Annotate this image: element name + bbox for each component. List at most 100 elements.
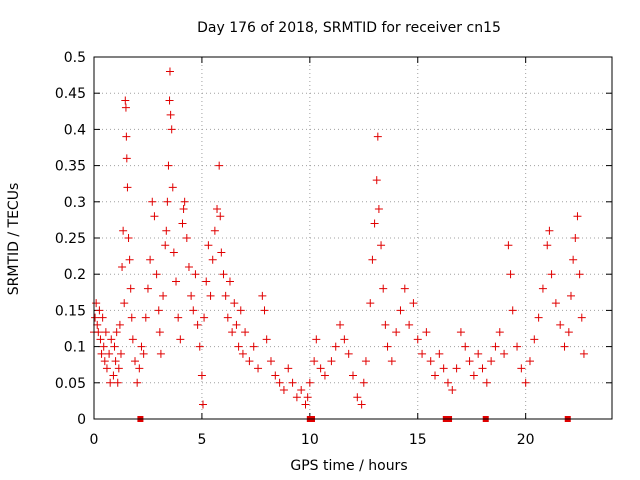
data-point	[174, 313, 183, 322]
data-point	[538, 284, 547, 293]
data-point	[435, 349, 444, 358]
data-point	[534, 313, 543, 322]
x-tick-label: 5	[197, 432, 206, 448]
data-point	[99, 342, 108, 351]
y-tick-label: 0.35	[55, 159, 86, 175]
plot-frame	[93, 56, 613, 420]
data-point	[159, 291, 168, 300]
data-point	[379, 284, 388, 293]
data-point	[163, 197, 172, 206]
data-point	[179, 205, 188, 214]
data-point	[359, 378, 368, 387]
data-point	[422, 328, 431, 337]
data-point	[169, 248, 178, 257]
data-point	[443, 378, 452, 387]
data-point	[228, 328, 237, 337]
data-point	[513, 342, 522, 351]
data-point	[566, 291, 575, 300]
data-point	[198, 400, 207, 409]
data-point	[383, 342, 392, 351]
data-point	[105, 349, 114, 358]
data-point	[245, 357, 254, 366]
data-point	[316, 364, 325, 373]
y-axis-label: SRMTID / TECUs	[6, 183, 22, 296]
data-point	[254, 364, 263, 373]
data-point	[374, 205, 383, 214]
data-point	[381, 320, 390, 329]
data-point	[148, 197, 157, 206]
data-point	[176, 335, 185, 344]
data-points	[90, 67, 588, 409]
data-point	[210, 226, 219, 235]
data-point	[413, 335, 422, 344]
data-point	[392, 328, 401, 337]
data-point	[366, 299, 375, 308]
data-point	[154, 306, 163, 315]
data-point	[448, 386, 457, 395]
data-point	[206, 291, 215, 300]
data-point	[310, 357, 319, 366]
data-point	[426, 357, 435, 366]
data-point	[525, 357, 534, 366]
data-point	[100, 357, 109, 366]
data-point	[452, 364, 461, 373]
data-point	[439, 364, 448, 373]
data-point	[575, 270, 584, 279]
data-point	[141, 313, 150, 322]
data-point	[93, 320, 102, 329]
data-point	[202, 277, 211, 286]
data-point	[569, 255, 578, 264]
data-point	[297, 386, 306, 395]
axis-ticks: 0 0.05 0.1 0.15 0.2 0.25 0.3 0.35 0.4 0.45 0.5 0 5 10…	[55, 50, 612, 448]
data-point	[469, 371, 478, 380]
data-point	[312, 335, 321, 344]
data-point	[517, 364, 526, 373]
data-point	[215, 161, 224, 170]
y-tick-label: 0.5	[64, 50, 86, 66]
data-point	[143, 284, 152, 293]
data-point	[221, 291, 230, 300]
data-point	[120, 299, 129, 308]
data-point	[155, 328, 164, 337]
data-point	[191, 270, 200, 279]
data-point	[195, 342, 204, 351]
data-point	[193, 320, 202, 329]
data-point	[95, 306, 104, 315]
data-point	[241, 328, 250, 337]
data-point	[275, 378, 284, 387]
data-point	[137, 342, 146, 351]
data-point	[96, 335, 105, 344]
data-point	[113, 378, 122, 387]
data-point	[560, 342, 569, 351]
data-point	[236, 306, 245, 315]
data-point	[121, 103, 130, 112]
data-point	[249, 342, 258, 351]
data-point	[128, 335, 137, 344]
data-point	[487, 357, 496, 366]
data-point	[124, 234, 133, 242]
data-point	[521, 378, 530, 387]
y-tick-label: 0.05	[55, 376, 86, 392]
chart-title: Day 176 of 2018, SRMTID for receiver cn1…	[197, 20, 501, 36]
y-tick-label: 0.3	[64, 195, 86, 211]
data-point	[165, 96, 174, 105]
data-point	[219, 270, 228, 279]
data-point	[508, 306, 517, 315]
data-point	[213, 205, 222, 214]
data-point	[573, 212, 582, 221]
data-point	[139, 349, 148, 358]
data-point	[225, 277, 234, 286]
data-point	[208, 255, 217, 264]
data-point	[320, 371, 329, 380]
data-point	[577, 313, 586, 322]
data-point	[579, 349, 588, 358]
data-point	[373, 132, 382, 141]
data-point	[564, 328, 573, 337]
data-point	[303, 393, 312, 402]
data-point	[164, 161, 173, 170]
data-point	[217, 248, 226, 257]
data-point	[168, 183, 177, 192]
data-point	[121, 96, 130, 105]
data-point	[102, 364, 111, 373]
data-point	[156, 349, 165, 358]
